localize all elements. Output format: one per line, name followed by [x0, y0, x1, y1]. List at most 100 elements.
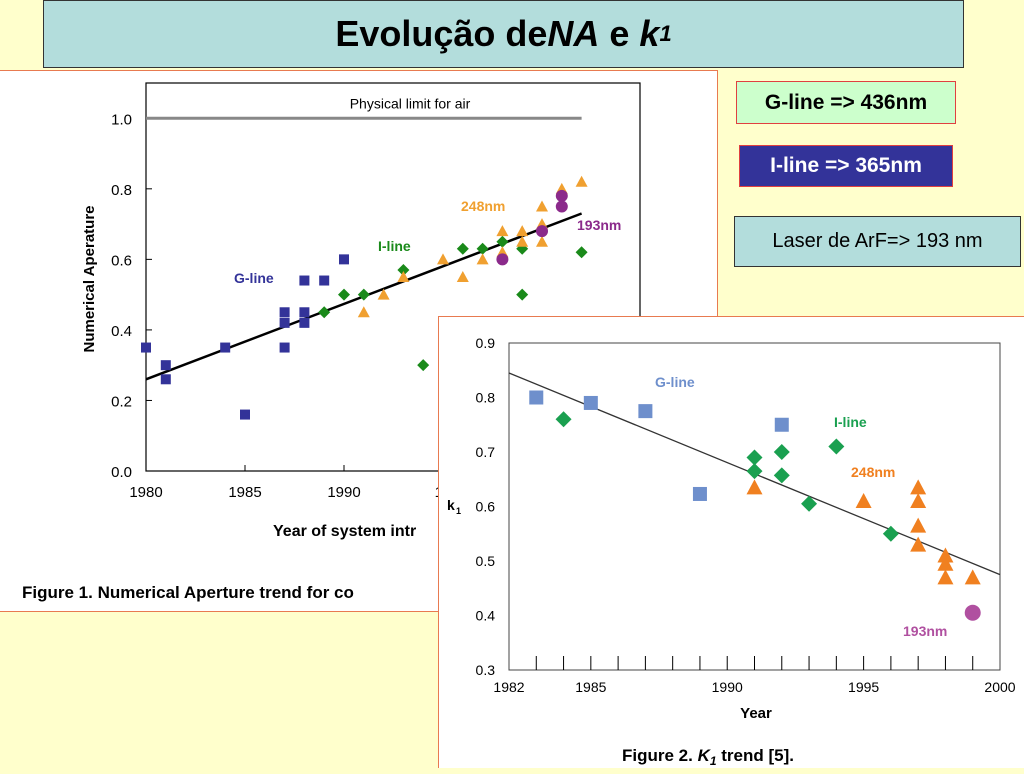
fig1-point [516, 235, 529, 247]
fig1-y-tick-label: 0.4 [111, 323, 132, 340]
fig1-point [397, 271, 410, 282]
title-na: NA [547, 13, 600, 54]
fig2-y-tick-label: 0.8 [476, 390, 496, 406]
fig2-point [910, 536, 927, 552]
fig2-caption-prefix: Figure 2. [622, 746, 698, 765]
fig2-y-axis-title-sub: 1 [456, 506, 461, 516]
fig2-point [746, 479, 763, 495]
fig1-point [357, 306, 370, 318]
fig2-point [801, 495, 818, 512]
fig1-y-tick-label: 0.8 [111, 182, 132, 199]
fig1-point [339, 254, 349, 265]
fig1-y-tick-label: 1.0 [111, 111, 132, 128]
fig1-point [299, 317, 310, 328]
fig1-point [555, 200, 568, 213]
fig1-point [279, 342, 290, 353]
fig1-series-I-line [318, 235, 588, 372]
fig1-point [299, 275, 310, 286]
fig1-point [357, 288, 370, 301]
fig1-point [338, 288, 350, 301]
fig1-point [456, 271, 469, 282]
fig1-point [299, 307, 310, 318]
fig2-x-tick-label: 1982 [493, 679, 524, 695]
fig1-point [555, 189, 568, 202]
fig1-series-G-line [141, 254, 349, 420]
fig2-point [555, 411, 572, 428]
fig1-point [496, 235, 509, 248]
title-mid: e [599, 13, 640, 54]
fig2-point [964, 569, 981, 585]
fig2-caption-k: K [698, 746, 712, 765]
fig2-series-I-line [555, 411, 899, 542]
fig2-point [773, 444, 790, 460]
fig1-series-248nm [357, 175, 588, 318]
fig1-point [141, 342, 151, 353]
fig2-y-tick-label: 0.7 [476, 444, 496, 460]
fig1-plot-frame [145, 82, 641, 472]
fig1-point [496, 253, 509, 266]
fig2-caption-suffix: trend [5]. [717, 746, 794, 765]
fig1-x-tick-label: 1985 [228, 484, 261, 501]
fig1-point [160, 374, 171, 385]
fig2-y-tick-label: 0.4 [476, 608, 496, 624]
gline-wavelength-text: G-line => 436nm [764, 90, 928, 114]
fig1-caption: Figure 1. Numerical Aperture trend for c… [22, 583, 354, 602]
fig1-point [160, 360, 171, 371]
fig1-point [476, 253, 489, 265]
fig1-point [456, 242, 469, 255]
arf-laser-text: Laser de ArF=> 193 nm [772, 230, 983, 252]
fig2-point [964, 604, 981, 621]
title-k-sub: 1 [659, 21, 672, 46]
fig1-248nm-label: 248nm [461, 198, 505, 214]
fig1-193nm-label: 193nm [577, 217, 621, 233]
fig2-248nm-label: 248nm [851, 464, 895, 480]
fig1-y-tick-label: 0.6 [111, 252, 132, 269]
figure-2-chart: 0.3 0.4 0.5 0.6 0.7 0.8 0.9 1982 1985 1990 1995 200… [447, 335, 1016, 768]
fig2-iline-label: I-line [834, 414, 867, 430]
fig2-point [773, 467, 790, 484]
fig2-x-tick-label: 2000 [984, 679, 1015, 695]
fig1-point [536, 200, 548, 212]
fig2-point [937, 555, 954, 571]
fig2-point [910, 517, 927, 533]
fig1-x-tick-label: 1990 [327, 484, 360, 501]
fig2-193nm-label: 193nm [903, 623, 947, 639]
fig2-point [855, 493, 872, 509]
fig1-series-193nm [496, 189, 568, 266]
fig1-y-tick-label: 0.2 [111, 393, 132, 410]
fig1-point [437, 253, 449, 265]
fig2-y-tick-label: 0.6 [476, 499, 496, 515]
fig2-y-tick-label: 0.3 [476, 662, 496, 678]
fig2-series-248nm [746, 479, 981, 585]
fig2-plot-frame [508, 342, 1001, 671]
fig1-x-tick-label: 1980 [129, 484, 162, 501]
fig2-point [583, 395, 598, 410]
fig1-point [575, 246, 588, 259]
fig1-point [476, 242, 489, 255]
fig2-x-tick-label: 1990 [712, 679, 743, 695]
fig1-point [417, 359, 430, 372]
fig1-point [279, 307, 290, 318]
fig2-y-tick-label: 0.9 [476, 335, 496, 351]
fig1-y-axis-title: Numerical Aperature [81, 206, 98, 353]
fig1-point [318, 306, 331, 319]
fig2-x-tick-label: 1995 [848, 679, 879, 695]
fig1-point [516, 288, 529, 301]
fig1-point [496, 225, 509, 237]
fig2-point [638, 404, 653, 419]
title-text: Evolução de [335, 13, 548, 54]
fig2-series-G-line [529, 390, 789, 501]
gline-wavelength-box: G-line => 436nm [736, 81, 956, 124]
arf-laser-box: Laser de ArF=> 193 nm [734, 216, 1021, 267]
fig2-point [910, 479, 927, 495]
fig1-point [319, 275, 330, 286]
fig2-point [937, 569, 954, 585]
fig2-point [910, 493, 927, 509]
fig1-point [220, 342, 231, 353]
fig2-point [828, 438, 845, 455]
fig1-iline-label: I-line [378, 238, 411, 254]
iline-wavelength-text: I-line => 365nm [770, 154, 922, 177]
fig2-point [882, 525, 899, 542]
fig1-point [397, 263, 410, 276]
